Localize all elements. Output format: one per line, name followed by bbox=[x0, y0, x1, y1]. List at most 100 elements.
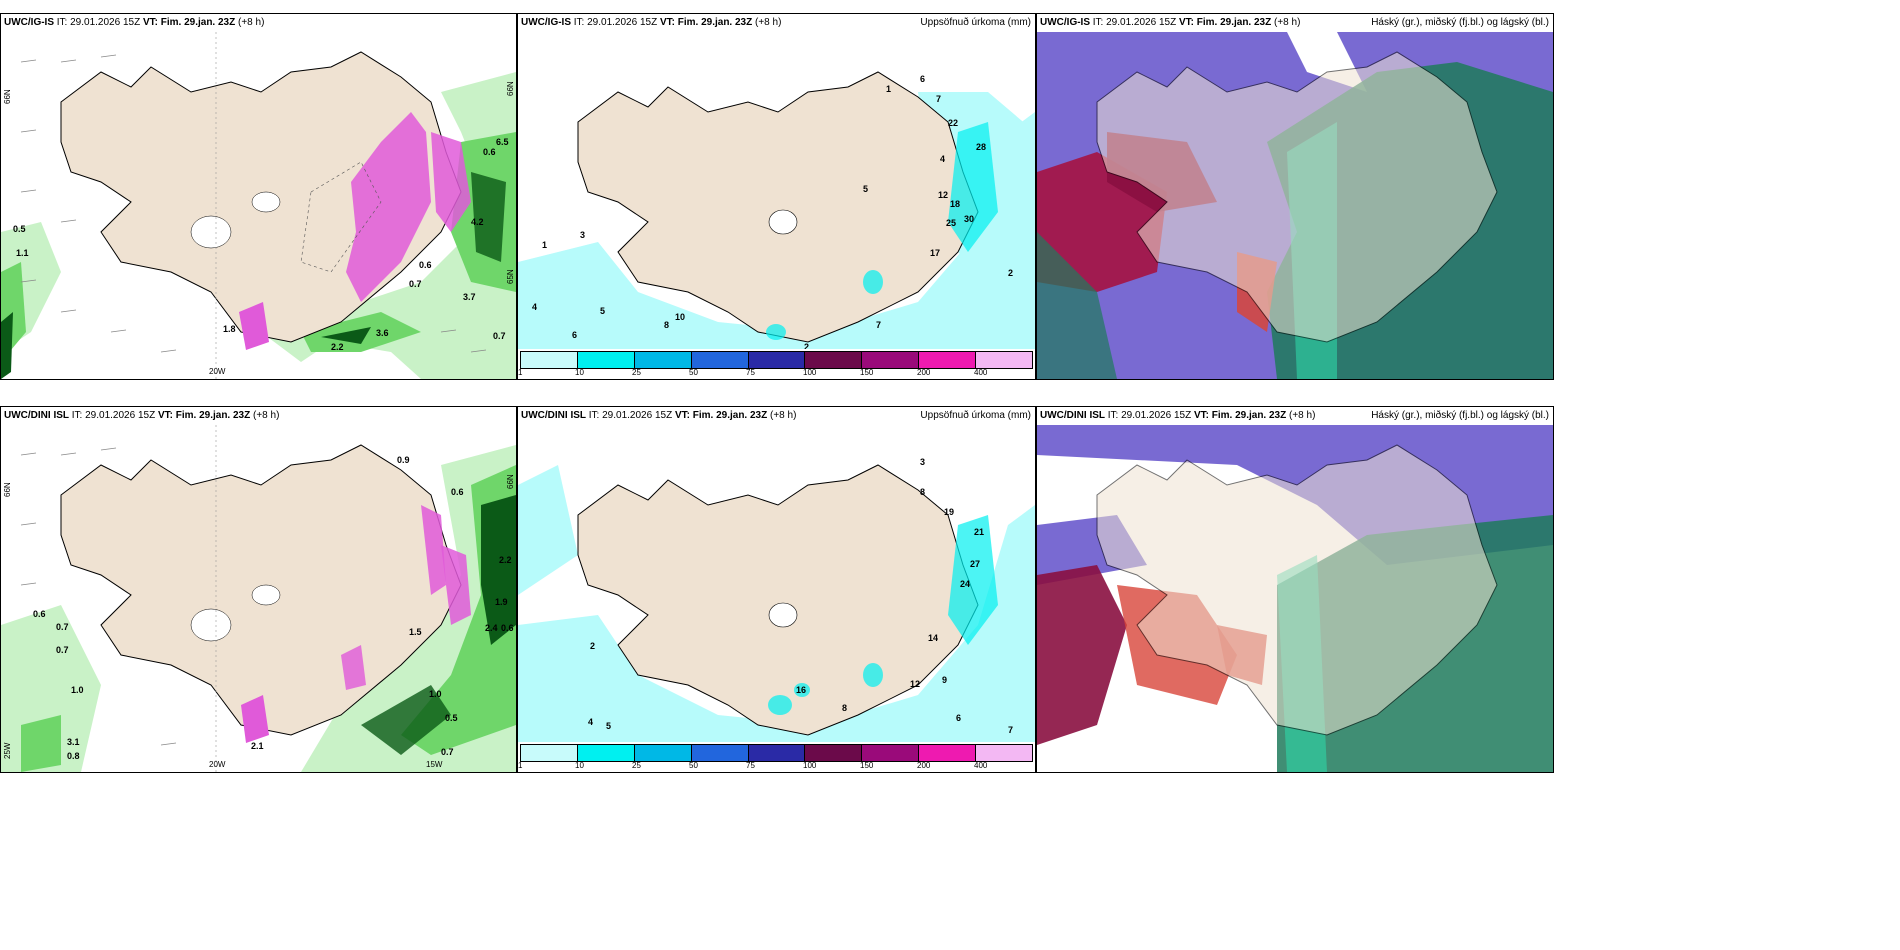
accum-value: 6 bbox=[572, 330, 577, 340]
accum-value: 28 bbox=[976, 142, 986, 152]
precip-value: 1.1 bbox=[16, 248, 29, 258]
precip-value: 3.7 bbox=[463, 292, 476, 302]
accum-value: 3 bbox=[920, 457, 925, 467]
accum-value: 25 bbox=[946, 218, 956, 228]
panel-header: UWC/DINI ISL IT: 29.01.2026 15Z VT: Fim.… bbox=[1, 407, 516, 425]
legend-tick-label: 150 bbox=[860, 761, 874, 770]
lat-label-right: 66N bbox=[506, 81, 515, 96]
accum-value: 8 bbox=[664, 320, 669, 330]
legend-tick-label: 400 bbox=[974, 368, 988, 377]
legend-swatch bbox=[521, 745, 578, 761]
legend-tick-label: 50 bbox=[689, 761, 698, 770]
legend-swatch bbox=[577, 745, 635, 761]
accum-precip-map[interactable]: 3 8 19 21 27 24 14 16 12 9 2 4 5 6 7 8 bbox=[518, 425, 1035, 742]
accum-value: 19 bbox=[944, 507, 954, 517]
legend-tick-label: 100 bbox=[803, 368, 817, 377]
legend-swatch bbox=[976, 352, 1033, 368]
accum-value: 1 bbox=[886, 84, 891, 94]
legend-tick-label: 50 bbox=[689, 368, 698, 377]
legend-tick-label: 25 bbox=[632, 761, 641, 770]
accum-value: 21 bbox=[974, 527, 984, 537]
panel-header: UWC/DINI ISL IT: 29.01.2026 15Z VT: Fim.… bbox=[1037, 407, 1553, 425]
cloud-map[interactable] bbox=[1037, 32, 1553, 379]
precip-value: 1.0 bbox=[429, 689, 442, 699]
precip-wind-map[interactable]: 0.9 0.6 0.6 0.7 0.7 1.0 3.1 0.8 2.2 1.9 … bbox=[1, 425, 516, 772]
panel-clouds-bottom: UWC/DINI ISL IT: 29.01.2026 15Z VT: Fim.… bbox=[1036, 406, 1554, 773]
precip-value: 0.9 bbox=[397, 455, 410, 465]
precip-value: 0.7 bbox=[441, 747, 454, 757]
legend-tick-label: 100 bbox=[803, 761, 817, 770]
lon-label: 20W bbox=[209, 367, 226, 376]
accum-value: 2 bbox=[1008, 268, 1013, 278]
legend-tick-label: 10 bbox=[575, 368, 584, 377]
accum-value: 12 bbox=[910, 679, 920, 689]
panel-accum-precip-bottom: UWC/DINI ISL IT: 29.01.2026 15Z VT: Fim.… bbox=[517, 406, 1036, 773]
legend-swatch bbox=[862, 352, 920, 368]
precip-value: 6.5 bbox=[496, 137, 509, 147]
legend-swatch bbox=[919, 352, 977, 368]
panel-accum-precip-top: UWC/IG-IS IT: 29.01.2026 15Z VT: Fim. 29… bbox=[517, 13, 1036, 380]
panel-title: Uppsöfnuð úrkoma (mm) bbox=[920, 410, 1031, 421]
accum-value: 7 bbox=[936, 94, 941, 104]
legend-swatch bbox=[634, 745, 692, 761]
lat-label-right-2: 65N bbox=[506, 269, 515, 284]
legend-swatch bbox=[634, 352, 692, 368]
legend-tick-label: 1 bbox=[518, 368, 523, 377]
legend-tick-label: 200 bbox=[917, 368, 931, 377]
accum-value: 5 bbox=[863, 184, 868, 194]
lon-label: 20W bbox=[209, 760, 226, 769]
precip-value: 0.7 bbox=[56, 645, 69, 655]
precip-value: 0.7 bbox=[493, 331, 506, 341]
accum-value: 2 bbox=[804, 342, 809, 349]
panel-header: UWC/IG-IS IT: 29.01.2026 15Z VT: Fim. 29… bbox=[1037, 14, 1553, 32]
legend-swatch bbox=[748, 352, 806, 368]
accum-precip-map[interactable]: 1 6 7 22 28 5 12 18 25 30 17 4 3 2 5 7 1… bbox=[518, 32, 1035, 349]
accum-value: 12 bbox=[938, 190, 948, 200]
precip-value: 0.5 bbox=[445, 713, 458, 723]
legend-swatch bbox=[805, 352, 863, 368]
accum-value: 7 bbox=[876, 320, 881, 330]
legend-colorbar bbox=[520, 351, 1033, 369]
precip-value: 2.2 bbox=[331, 342, 344, 352]
precip-wind-map[interactable]: 0.5 1.1 0.7 0.6 3.7 0.7 2.2 3.6 4.2 1.8 … bbox=[1, 32, 516, 379]
accum-value: 2 bbox=[590, 641, 595, 651]
cloud-map[interactable] bbox=[1037, 425, 1553, 772]
accum-value: 30 bbox=[964, 214, 974, 224]
legend-tick-label: 1 bbox=[518, 761, 523, 770]
lon-label-left: 25W bbox=[3, 742, 12, 759]
legend-swatch bbox=[521, 352, 578, 368]
legend-swatch bbox=[805, 745, 863, 761]
panel-precip-wind-top: UWC/IG-IS IT: 29.01.2026 15Z VT: Fim. 29… bbox=[0, 13, 517, 380]
legend-swatch bbox=[691, 352, 749, 368]
accum-value: 5 bbox=[600, 306, 605, 316]
accum-value: 6 bbox=[920, 74, 925, 84]
accum-value: 4 bbox=[940, 154, 945, 164]
precip-value: 1.5 bbox=[409, 627, 422, 637]
legend-tick-label: 75 bbox=[746, 761, 755, 770]
accum-value: 10 bbox=[675, 312, 685, 322]
precip-value: 2.4 bbox=[485, 623, 498, 633]
precip-value: 0.8 bbox=[67, 751, 80, 761]
precip-value: 2.2 bbox=[499, 555, 512, 565]
precip-value: 0.6 bbox=[483, 147, 496, 157]
precip-value: 1.0 bbox=[71, 685, 84, 695]
accum-value: 5 bbox=[606, 721, 611, 731]
accum-value: 22 bbox=[948, 118, 958, 128]
legend-swatch bbox=[919, 745, 977, 761]
accum-value: 18 bbox=[950, 199, 960, 209]
accum-value: 6 bbox=[956, 713, 961, 723]
legend-swatch bbox=[976, 745, 1033, 761]
precip-legend: 1 10 25 50 75 100 150 200 400 bbox=[518, 742, 1035, 772]
panel-header: UWC/IG-IS IT: 29.01.2026 15Z VT: Fim. 29… bbox=[1, 14, 516, 32]
lon-label-2: 15W bbox=[426, 760, 443, 769]
precip-value: 1.8 bbox=[223, 324, 236, 334]
precip-legend: 1 10 25 50 75 100 150 200 400 bbox=[518, 349, 1035, 379]
accum-value: 9 bbox=[942, 675, 947, 685]
accum-value: 17 bbox=[930, 248, 940, 258]
accum-value: 24 bbox=[960, 579, 970, 589]
panel-header: UWC/IG-IS IT: 29.01.2026 15Z VT: Fim. 29… bbox=[518, 14, 1035, 32]
legend-swatch bbox=[862, 745, 920, 761]
precip-value: 0.6 bbox=[33, 609, 46, 619]
precip-value: 2.1 bbox=[251, 741, 264, 751]
precip-value: 1.9 bbox=[495, 597, 508, 607]
